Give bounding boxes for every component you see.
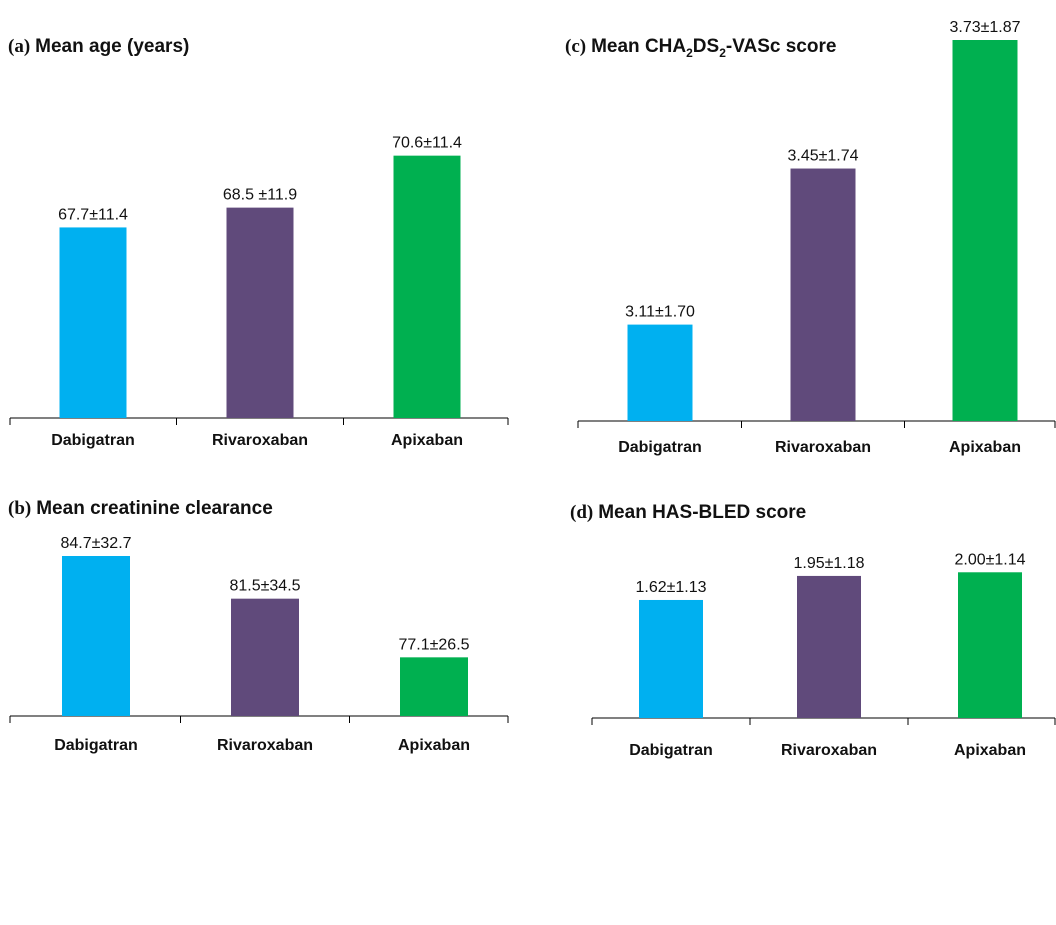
panel-c-category-label-dabigatran: Dabigatran [618,439,702,456]
panel-a-bar-rivaroxaban [226,207,294,418]
panel-a-category-label-apixaban: Apixaban [391,432,463,449]
panel-b-plot: 84.7±32.7 Dabigatran 81.5±34.5 Rivaroxaban 7… [9,535,509,754]
panel-d-category-label-dabigatran: Dabigatran [629,742,713,759]
panel-b-title: (b) Mean creatinine clearance [8,498,273,519]
panel-d-title: (d) Mean HAS-BLED score [570,502,806,523]
panel-b-bar-dabigatran [62,556,130,716]
panel-c-tag: (c) [565,36,586,57]
panel-c-bar-apixaban [952,40,1018,421]
panel-c: (c) Mean CHA2DS2-VASc score 3.11±1.70Dabi… [565,19,1056,456]
panel-c-title-part-1: Mean CHA [591,36,686,57]
panel-c-data-label-dabigatran: 3.11±1.70 [625,304,695,321]
panel-d: (d) Mean HAS-BLED score 1.62±1.13 Dabigatr… [570,502,1056,759]
panel-a-tag: (a) [8,36,30,57]
panel-c-title-part-3: -VASc score [726,36,837,57]
panel-b-bar-rivaroxaban [231,598,299,716]
panel-d-bar-rivaroxaban [797,575,861,718]
panel-c-title: (c) Mean CHA2DS2-VASc score [565,36,836,60]
panel-a-data-label-rivaroxaban: 68.5 ±11.9 [223,187,297,204]
panel-b-data-label-apixaban: 77.1±26.5 [398,636,469,653]
panel-b-category-label-apixaban: Apixaban [398,737,470,754]
panel-a-category-label-rivaroxaban: Rivaroxaban [212,432,308,449]
panel-c-title-part-2: DS [693,36,719,57]
panel-b-data-label-dabigatran: 84.7±32.7 [60,535,131,552]
panel-b-tag: (b) [8,498,31,519]
panel-b-category-label-dabigatran: Dabigatran [54,737,138,754]
panel-b-bar-apixaban [400,657,468,716]
panel-a-data-label-apixaban: 70.6±11.4 [392,135,462,152]
panel-c-data-label-apixaban: 3.73±1.87 [949,19,1020,36]
panel-a-bar-dabigatran [59,227,127,418]
panel-c-bar-rivaroxaban [790,168,856,421]
panel-c-bar-dabigatran [627,324,693,421]
panel-d-data-label-rivaroxaban: 1.95±1.18 [793,555,864,572]
panel-c-title-sub-1: 2 [686,46,693,60]
panel-a-title-text: Mean age (years) [35,36,189,57]
panel-d-bar-apixaban [958,572,1022,718]
panel-c-title-sub-2: 2 [719,46,726,60]
panel-a-bar-apixaban [393,155,461,418]
panel-d-tag: (d) [570,502,593,523]
panel-d-bar-dabigatran [639,599,703,718]
panel-a-data-label-dabigatran: 67.7±11.4 [58,206,128,223]
panel-a: (a) Mean age (years) 67.7±11.4Dabigatran6… [8,36,509,449]
panel-a-category-label-dabigatran: Dabigatran [51,432,135,449]
panel-d-category-label-rivaroxaban: Rivaroxaban [781,742,877,759]
panel-c-data-label-rivaroxaban: 3.45±1.74 [787,148,858,165]
panel-b-category-label-rivaroxaban: Rivaroxaban [217,737,313,754]
panel-c-category-label-apixaban: Apixaban [949,439,1021,456]
panel-b-data-label-rivaroxaban: 81.5±34.5 [229,578,300,595]
panel-d-data-label-dabigatran: 1.62±1.13 [635,579,706,596]
panel-a-plot: 67.7±11.4 Dabigatran 68.5 ±11.9 Rivaroxaban… [9,135,509,449]
panel-d-title-text: Mean HAS-BLED score [598,502,806,523]
panel-a-title: (a) Mean age (years) [8,36,189,57]
panel-d-plot: 1.62±1.13 Dabigatran 1.95±1.18 Rivaroxaban 2… [591,551,1056,759]
panel-d-data-label-apixaban: 2.00±1.14 [954,551,1025,568]
panel-c-category-label-rivaroxaban: Rivaroxaban [775,439,871,456]
panel-c-plot: 3.11±1.70 Dabigatran 3.45±1.74 Rivaroxaban 3… [577,19,1056,456]
panel-d-category-label-apixaban: Apixaban [954,742,1026,759]
panel-b-title-text: Mean creatinine clearance [36,498,273,519]
panel-b: (b) Mean creatinine clearance 84.7±32.7 Da… [8,498,509,754]
